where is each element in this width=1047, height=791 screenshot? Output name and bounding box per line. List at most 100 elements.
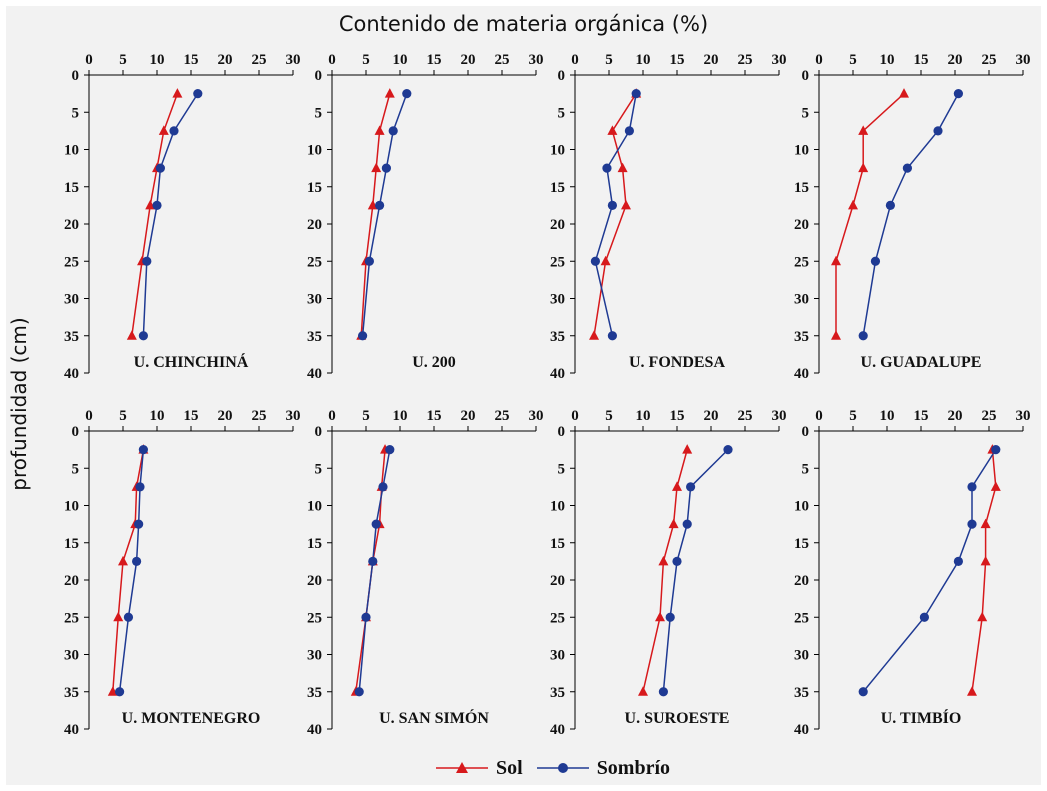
panel-3-y-tick-label: 5 xyxy=(558,105,566,121)
panel-3-sol-point xyxy=(617,162,628,173)
panel-3-y-tick-label: 25 xyxy=(550,254,565,270)
panel-4-x-tick-label: 20 xyxy=(948,52,963,68)
panel-4-sol-point xyxy=(848,199,858,210)
panel-1-y-tick-label: 40 xyxy=(64,366,79,382)
panel-7-sombrio-point xyxy=(686,482,696,492)
panel-3-sombrio-point xyxy=(607,331,618,341)
panel-7-y-tick-label: 20 xyxy=(550,573,565,589)
panel-3-sol-line xyxy=(593,93,637,336)
panel-3-sombrio-point xyxy=(607,200,618,210)
panel-6-x-tick-label: 30 xyxy=(529,408,544,424)
panel-7-sol-point xyxy=(672,481,682,491)
panel-3-x-tick-label: 30 xyxy=(772,52,787,68)
panel-2-sombrio-point xyxy=(375,200,385,210)
panel-3-sol-point xyxy=(607,125,618,135)
panel-3-x-tick-label: 5 xyxy=(605,52,613,68)
panel-6-y-tick-label: 35 xyxy=(307,685,322,701)
panel-4-sol-point xyxy=(858,125,869,135)
legend: Sol Sombrío xyxy=(436,753,670,783)
panel-7-sombrio-point xyxy=(665,612,675,622)
panel-8-x-tick-label: 20 xyxy=(948,408,963,424)
panel-4-y-tick-label: 15 xyxy=(794,180,809,196)
panel-3-sombrio-point xyxy=(602,163,612,173)
panel-5-x-tick-label: 0 xyxy=(85,408,93,424)
panel-1-y-tick-label: 20 xyxy=(64,217,79,233)
panel-2-sol-point xyxy=(384,88,395,98)
panel-5-sombrio-point xyxy=(115,687,125,697)
panel-7-x-tick-label: 10 xyxy=(636,408,651,424)
panel-8-sombrio-line xyxy=(862,449,997,693)
panel-5-y-tick-label: 5 xyxy=(72,461,80,477)
panel-8-y-tick-label: 35 xyxy=(794,685,809,701)
panel-7-y-tick-label: 30 xyxy=(550,648,565,664)
panel-3-x-tick-label: 0 xyxy=(571,52,579,68)
panel-2-y-tick-label: 15 xyxy=(307,180,322,196)
panel-2-sol-point xyxy=(371,162,382,173)
legend-sombrio-label: Sombrío xyxy=(596,756,671,779)
panel-4-sombrio-point xyxy=(902,163,913,173)
panel-4-y-tick-label: 10 xyxy=(794,143,809,159)
panel-8-label: U. TIMBÍO xyxy=(881,708,962,727)
panel-8-y-tick-label: 40 xyxy=(794,722,809,738)
panel-5-label: U. MONTENEGRO xyxy=(122,710,261,727)
panel-1-y-tick-label: 30 xyxy=(64,292,79,308)
panel-3-x-tick-label: 15 xyxy=(670,52,685,68)
panel-8-y-tick-label: 25 xyxy=(794,610,809,626)
panel-3-label: U. FONDESA xyxy=(629,354,725,371)
panel-1-label: U. CHINCHINÁ xyxy=(134,352,249,371)
panel-2-sombrio-line xyxy=(361,93,408,336)
panel-8-y-tick-label: 15 xyxy=(794,536,809,552)
panel-5-x-tick-label: 25 xyxy=(252,408,267,424)
panel-3-sombrio-line xyxy=(594,93,637,336)
panel-3-sombrio-point xyxy=(631,89,641,99)
panel-8-x-tick-label: 0 xyxy=(815,408,823,424)
panel-1-sombrio-point xyxy=(193,89,203,99)
panel-1-x-tick-label: 10 xyxy=(150,52,165,68)
panel-7-y-tick-label: 15 xyxy=(550,536,565,552)
panel-5-x-tick-label: 15 xyxy=(184,408,199,424)
panel-4-sol-point xyxy=(831,255,841,266)
panel-5-sombrio-point xyxy=(138,445,148,455)
panel-8-sol-point xyxy=(980,555,991,566)
panel-7-label: U. SUROESTE xyxy=(625,710,730,727)
panel-4-sombrio-point xyxy=(933,126,943,136)
panel-5-y-tick-label: 20 xyxy=(64,573,79,589)
panel-3-y-tick-label: 40 xyxy=(550,366,565,382)
panel-1-x-tick-label: 15 xyxy=(184,52,199,68)
panel-8-sol-point xyxy=(980,518,991,529)
panel-6-sombrio-point xyxy=(368,556,378,566)
panel-1-x-tick-label: 5 xyxy=(119,52,127,68)
panel-5-sombrio-point xyxy=(134,519,144,529)
panel-3-x-tick-label: 25 xyxy=(738,52,753,68)
panel-6-y-tick-label: 10 xyxy=(307,499,322,515)
panel-6-y-tick-label: 40 xyxy=(307,722,322,738)
panel-5-sombrio-point xyxy=(132,556,142,566)
panel-6-x-tick-label: 0 xyxy=(328,408,336,424)
panel-6-y-tick-label: 0 xyxy=(315,424,323,440)
panel-6-label: U. SAN SIMÓN xyxy=(379,708,489,727)
panel-4-sombrio-line xyxy=(862,93,960,336)
panel-8-y-tick-label: 5 xyxy=(802,461,810,477)
panel-4-y-tick-label: 5 xyxy=(802,105,810,121)
panel-7-x-tick-label: 0 xyxy=(571,408,579,424)
panel-7-x-tick-label: 20 xyxy=(704,408,719,424)
panel-6-y-tick-label: 20 xyxy=(307,573,322,589)
panel-4-x-tick-label: 25 xyxy=(982,52,997,68)
panel-6-sombrio-point xyxy=(354,687,364,697)
panel-2-sombrio-point xyxy=(381,163,391,173)
panel-5-x-tick-label: 20 xyxy=(218,408,233,424)
panel-4-sombrio-point xyxy=(953,89,964,99)
panel-6-x-tick-label: 15 xyxy=(427,408,442,424)
panel-2-x-tick-label: 20 xyxy=(461,52,476,68)
panel-7-sombrio-line xyxy=(662,449,729,692)
panel-1-sombrio-point xyxy=(138,331,148,341)
panel-1-sol-point xyxy=(158,125,169,135)
panel-5-sombrio-point xyxy=(135,482,145,492)
panel-8-y-tick-label: 20 xyxy=(794,573,809,589)
panel-8-sol-line xyxy=(971,449,997,692)
panel-1-sol-point xyxy=(126,330,137,340)
panel-4-sol-point xyxy=(899,88,909,98)
panel-8-x-tick-label: 15 xyxy=(914,408,929,424)
panel-1-x-tick-label: 0 xyxy=(85,52,93,68)
panel-1-sombrio-point xyxy=(142,256,152,266)
